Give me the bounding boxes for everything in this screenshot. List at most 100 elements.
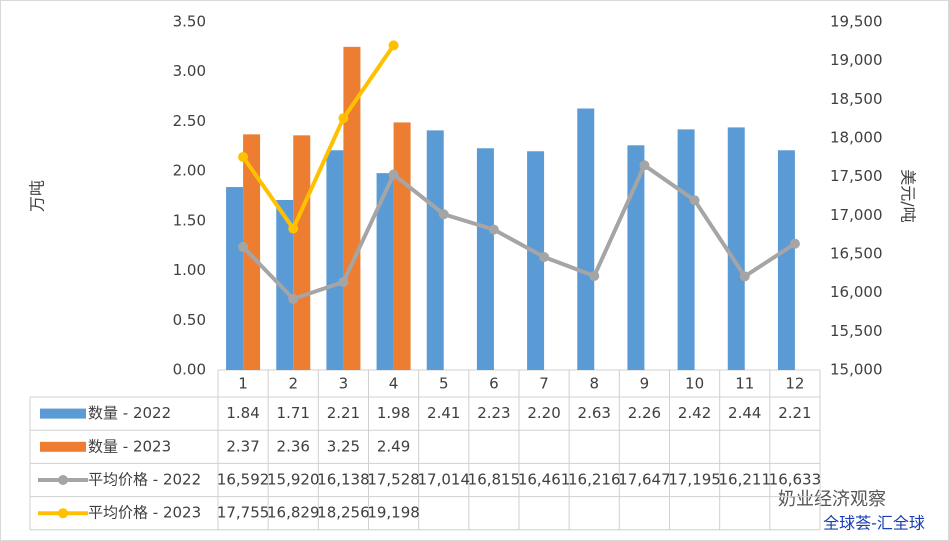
table-value: 16,216	[568, 471, 621, 489]
legend-swatch	[58, 475, 68, 485]
y-tick-label: 1.50	[173, 211, 206, 229]
bar	[393, 122, 411, 371]
line-marker	[789, 238, 800, 249]
x-tick-label: 6	[489, 375, 499, 393]
table-value: 2.21	[327, 404, 360, 422]
table-value: 1.84	[226, 404, 259, 422]
bar	[677, 129, 695, 370]
y2-tick-label: 19,000	[830, 51, 883, 69]
x-tick-label: 1	[238, 375, 248, 393]
y-tick-label: 0.50	[173, 311, 206, 329]
bar	[276, 199, 294, 370]
table-value: 2.42	[678, 404, 711, 422]
line-marker	[288, 293, 299, 304]
bar	[777, 150, 795, 370]
table-value: 2.44	[728, 404, 761, 422]
x-tick-label: 2	[288, 375, 298, 393]
y2-tick-label: 19,500	[830, 13, 883, 31]
bar	[326, 150, 344, 370]
y-tick-label: 3.00	[173, 62, 206, 80]
x-tick-label: 3	[339, 375, 349, 393]
table-value: 16,138	[317, 471, 370, 489]
x-tick-label: 8	[589, 375, 599, 393]
line-marker	[238, 151, 249, 162]
y2-tick-label: 16,500	[830, 245, 883, 263]
y2-tick-label: 15,000	[830, 361, 883, 379]
y-tick-label: 2.50	[173, 112, 206, 130]
bar	[577, 108, 595, 370]
table-value: 17,014	[418, 471, 471, 489]
legend-label: 平均价格 - 2023	[88, 504, 201, 522]
table-value: 17,755	[217, 504, 270, 522]
table-value: 2.23	[477, 404, 510, 422]
table-value: 16,592	[217, 471, 270, 489]
line	[241, 162, 797, 302]
table-value: 3.25	[327, 437, 360, 455]
y2-tick-label: 18,000	[830, 129, 883, 147]
bar	[426, 130, 444, 370]
legend-swatch	[58, 508, 68, 519]
line-marker	[438, 209, 449, 220]
table-value: 18,256	[317, 504, 370, 522]
table-value: 17,647	[618, 471, 671, 489]
legend-swatch	[40, 408, 86, 419]
line-marker	[238, 241, 249, 252]
table-value: 2.36	[277, 437, 310, 455]
y2-tick-label: 17,500	[830, 167, 883, 185]
legend-label: 数量 - 2022	[88, 404, 171, 422]
line-marker	[388, 40, 399, 51]
table-value: 2.41	[427, 404, 460, 422]
watermark: 奶业经济观察	[778, 489, 886, 510]
bar	[627, 145, 645, 370]
line-marker	[288, 223, 299, 234]
line-marker	[739, 271, 750, 282]
y-tick-label: 1.00	[173, 261, 206, 279]
line-marker	[388, 169, 399, 180]
x-tick-label: 5	[439, 375, 449, 393]
bar	[376, 173, 394, 370]
table-value: 16,633	[769, 471, 822, 489]
bar	[226, 187, 244, 370]
line	[241, 44, 396, 233]
y2-axis-title: 美元/吨	[899, 169, 918, 222]
table-value: 19,198	[367, 504, 420, 522]
bar	[527, 151, 545, 370]
bar	[476, 148, 494, 370]
y-tick-label: 3.50	[173, 13, 206, 31]
line-marker	[589, 270, 600, 281]
table-value: 16,461	[518, 471, 571, 489]
legend-swatch	[40, 441, 86, 452]
y2-tick-label: 17,000	[830, 206, 883, 224]
x-tick-label: 4	[389, 375, 399, 393]
y-tick-label: 0.00	[173, 361, 206, 379]
x-tick-label: 7	[539, 375, 549, 393]
bar	[343, 46, 361, 370]
bar	[293, 135, 311, 370]
y2-tick-label: 16,000	[830, 283, 883, 301]
y-tick-label: 2.00	[173, 162, 206, 180]
bar	[727, 127, 745, 370]
table-value: 17,195	[668, 471, 721, 489]
table-value: 2.26	[628, 404, 661, 422]
source: 全球荟-汇全球	[823, 514, 925, 533]
table-value: 17,528	[367, 471, 420, 489]
table-value: 16,815	[468, 471, 521, 489]
table-value: 1.71	[277, 404, 310, 422]
table-value: 2.21	[778, 404, 811, 422]
line-marker	[338, 113, 349, 124]
table-value: 15,920	[267, 471, 320, 489]
line-marker	[338, 276, 349, 287]
bar	[243, 134, 261, 370]
x-tick-label: 10	[685, 375, 704, 393]
x-tick-label: 9	[640, 375, 650, 393]
table-value: 16,829	[267, 504, 320, 522]
y-axis-title: 万吨	[28, 180, 47, 212]
x-tick-label: 12	[785, 375, 804, 393]
x-tick-label: 11	[735, 375, 754, 393]
line-marker	[689, 195, 700, 206]
table-value: 16,211	[719, 471, 772, 489]
table-value: 2.63	[578, 404, 611, 422]
legend-label: 平均价格 - 2022	[88, 471, 201, 489]
